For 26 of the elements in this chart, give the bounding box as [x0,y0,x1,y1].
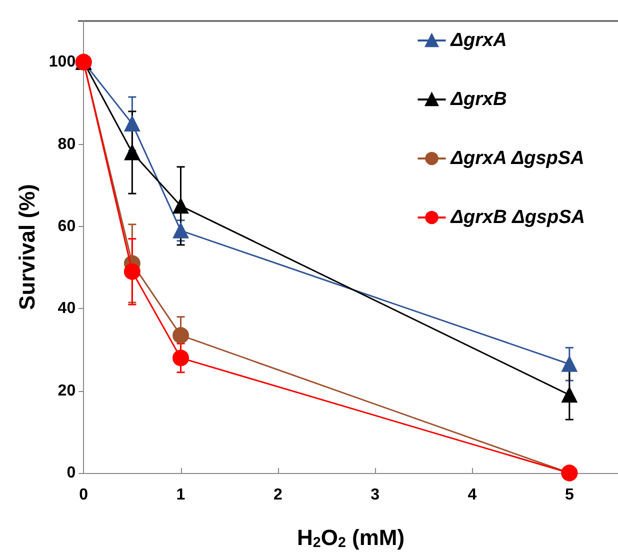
x-tick-label: 4 [468,486,477,504]
point [124,263,140,280]
y-tick-label: 20 [58,382,76,400]
legend-label: ΔgrxA ΔgspSA [450,148,584,169]
y-tick-label: 40 [58,300,76,318]
x-tick-label: 3 [370,486,380,504]
x-tick-label: 1 [176,486,186,504]
point [562,387,578,403]
x-tick-label: 2 [273,486,282,504]
point [124,116,140,132]
y-tick-label: 100 [48,54,76,71]
point [173,198,189,214]
legend-label: ΔgrxB ΔgspSA [450,207,586,228]
legend-label: ΔgrxB [450,89,508,110]
y-tick-label: 60 [58,218,76,235]
point [172,327,190,344]
y-tick-label: 80 [58,136,76,153]
point [562,356,578,372]
y-axis-title: Survival (%) [14,184,40,310]
point [124,144,140,160]
legend-label: ΔgrxA [450,30,507,51]
x-tick-label: 5 [564,486,574,504]
point [172,350,190,366]
x-tick-label: 0 [79,486,88,504]
y-tick-label: 0 [66,464,76,482]
point [173,222,189,238]
